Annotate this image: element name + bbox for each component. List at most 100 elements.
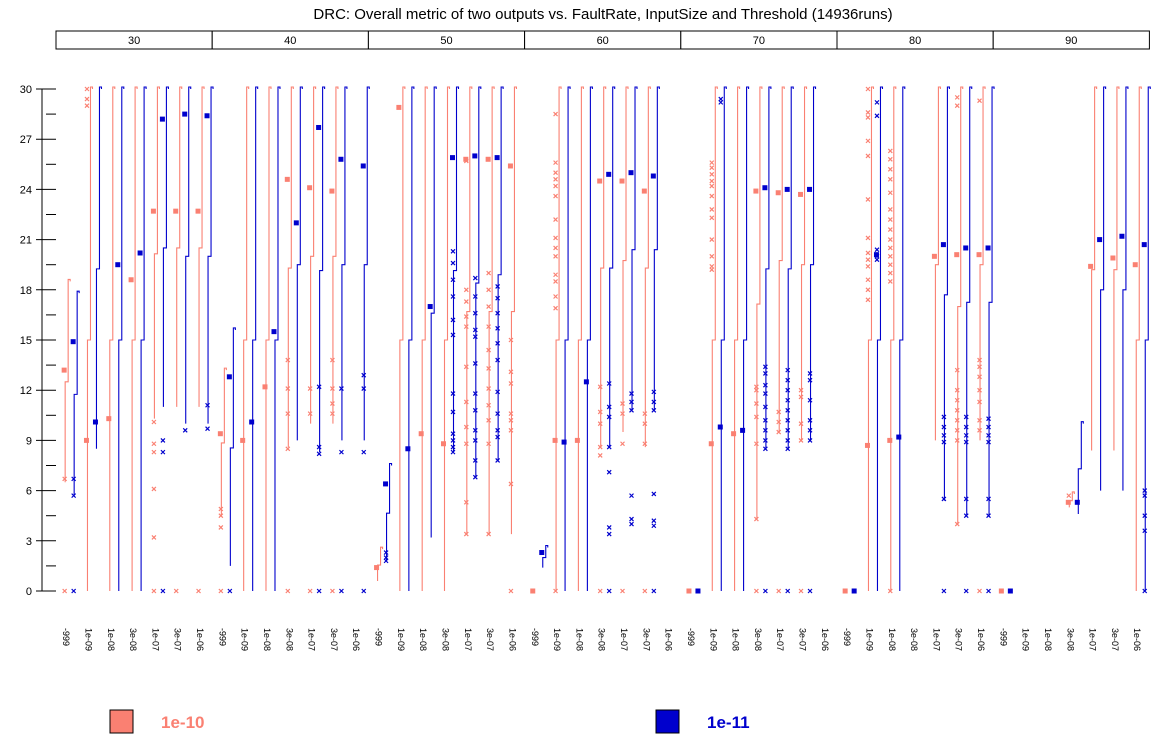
data-point (285, 386, 291, 391)
data-point (495, 325, 501, 331)
data-point (807, 371, 813, 376)
x-tick-label: 1e-09 (1021, 628, 1031, 651)
data-point (785, 446, 791, 452)
data-point (977, 417, 982, 423)
data-point (651, 399, 657, 405)
data-point (709, 263, 715, 269)
data-point (160, 449, 166, 455)
series-range-line (743, 86, 750, 591)
median-marker (262, 384, 268, 390)
data-point (597, 409, 603, 415)
data-point (709, 253, 715, 259)
median-marker (775, 190, 781, 196)
series-range-line (118, 86, 125, 591)
series-range-line (287, 86, 294, 448)
data-point (986, 439, 991, 445)
data-point (472, 391, 478, 396)
data-point (218, 513, 224, 519)
median-marker (338, 156, 344, 162)
data-point (865, 257, 871, 263)
x-tick-label: -999 (686, 628, 696, 646)
series-range-line (220, 367, 227, 516)
data-point (508, 337, 514, 343)
data-point (339, 588, 344, 594)
x-tick-label: 1e-06 (351, 628, 361, 651)
x-tick-label: 1e-08 (1043, 628, 1053, 651)
data-point (874, 247, 880, 253)
median-marker (1074, 499, 1080, 505)
data-point (629, 407, 634, 413)
data-point (495, 458, 501, 463)
series-range-line (252, 86, 259, 591)
data-point (762, 382, 768, 388)
median-marker (61, 367, 67, 373)
series-range-line (867, 86, 875, 591)
x-tick-label: 3e-08 (597, 628, 607, 651)
data-point (642, 421, 648, 427)
data-point (307, 588, 313, 594)
data-point (472, 427, 478, 433)
data-point (1142, 513, 1148, 519)
data-point (285, 588, 291, 594)
x-tick-label: -999 (374, 628, 384, 646)
x-tick-label: 1e-06 (664, 628, 674, 651)
data-point (472, 310, 478, 316)
series-range-line (207, 86, 214, 424)
x-tick-label: 1e-06 (976, 628, 986, 651)
median-marker (485, 156, 491, 162)
data-point (977, 588, 982, 594)
data-point (508, 381, 514, 386)
data-point (785, 387, 791, 393)
x-tick-label: 1e-08 (887, 628, 897, 651)
data-point (629, 399, 634, 405)
median-marker (173, 208, 179, 214)
series-range-line (363, 86, 370, 441)
y-tick-label: 0 (26, 586, 32, 598)
data-point (486, 366, 492, 371)
data-point (762, 417, 768, 423)
data-point (941, 588, 947, 594)
data-point (597, 588, 603, 594)
data-point (954, 367, 960, 373)
data-point (1142, 488, 1148, 494)
series-range-line (1100, 86, 1107, 491)
data-point (887, 227, 893, 232)
median-marker (182, 111, 188, 117)
data-point (887, 588, 893, 594)
data-point (977, 357, 982, 363)
data-point (620, 441, 625, 447)
series-range-line (377, 546, 384, 581)
data-point (151, 419, 157, 425)
data-point (495, 357, 501, 363)
data-point (986, 588, 991, 594)
data-point (986, 513, 991, 519)
data-point (285, 411, 291, 417)
median-marker (383, 481, 389, 487)
data-point (785, 397, 791, 403)
panel-strips: 30 40 50 60 70 80 90 (55, 30, 1150, 50)
data-point (785, 427, 791, 433)
data-point (941, 424, 947, 430)
median-marker (249, 419, 255, 425)
y-tick-label: 27 (20, 134, 32, 146)
data-point (553, 111, 558, 117)
data-point (865, 197, 871, 202)
data-point (762, 427, 768, 433)
data-point (941, 439, 947, 445)
data-point (887, 148, 893, 154)
series-range-line (586, 86, 593, 591)
data-point (151, 449, 157, 455)
data-point (339, 449, 344, 455)
data-point (62, 476, 68, 482)
x-tick-label: 1e-09 (708, 628, 718, 651)
data-point (629, 493, 634, 499)
data-point (450, 444, 456, 450)
data-point (316, 588, 322, 594)
data-point (798, 421, 804, 427)
data-point (753, 401, 759, 407)
data-point (553, 588, 558, 594)
median-marker (708, 441, 714, 447)
x-tick-label: 3e-08 (1065, 628, 1075, 651)
median-marker (271, 329, 277, 335)
data-point (486, 324, 492, 330)
